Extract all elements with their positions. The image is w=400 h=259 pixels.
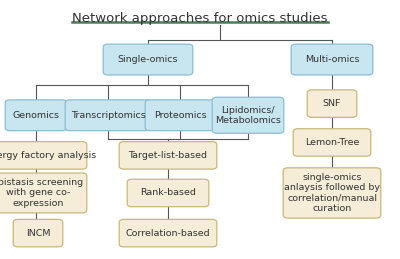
Text: Lipidomics/
Metabolomics: Lipidomics/ Metabolomics — [215, 106, 281, 125]
Text: Transcriptomics: Transcriptomics — [71, 111, 145, 120]
Text: Correlation-based: Correlation-based — [126, 229, 210, 238]
FancyBboxPatch shape — [119, 219, 217, 247]
FancyBboxPatch shape — [5, 100, 67, 131]
FancyBboxPatch shape — [65, 100, 151, 131]
FancyBboxPatch shape — [145, 100, 215, 131]
Text: single-omics
anlaysis followed by
correlation/manual
curation: single-omics anlaysis followed by correl… — [284, 173, 380, 213]
Text: Proteomics: Proteomics — [154, 111, 206, 120]
FancyBboxPatch shape — [127, 179, 209, 207]
FancyBboxPatch shape — [13, 219, 63, 247]
FancyBboxPatch shape — [212, 97, 284, 133]
Text: Multi-omics: Multi-omics — [305, 55, 359, 64]
FancyBboxPatch shape — [119, 142, 217, 169]
Text: INCM: INCM — [26, 229, 50, 238]
FancyBboxPatch shape — [293, 129, 371, 156]
Text: Rank-based: Rank-based — [140, 189, 196, 197]
Text: Network approaches for omics studies: Network approaches for omics studies — [72, 12, 328, 25]
Text: Single-omics: Single-omics — [118, 55, 178, 64]
FancyBboxPatch shape — [291, 44, 373, 75]
Text: Lemon-Tree: Lemon-Tree — [305, 138, 359, 147]
FancyBboxPatch shape — [0, 173, 87, 213]
FancyBboxPatch shape — [283, 168, 381, 218]
Text: Epistasis screening
with gene co-
expression: Epistasis screening with gene co- expres… — [0, 178, 84, 208]
FancyBboxPatch shape — [103, 44, 193, 75]
Text: Synergy factory analysis: Synergy factory analysis — [0, 151, 97, 160]
Text: Genomics: Genomics — [12, 111, 60, 120]
Text: SNF: SNF — [323, 99, 341, 108]
FancyBboxPatch shape — [307, 90, 357, 117]
Text: Target-list-based: Target-list-based — [128, 151, 208, 160]
FancyBboxPatch shape — [0, 142, 87, 169]
